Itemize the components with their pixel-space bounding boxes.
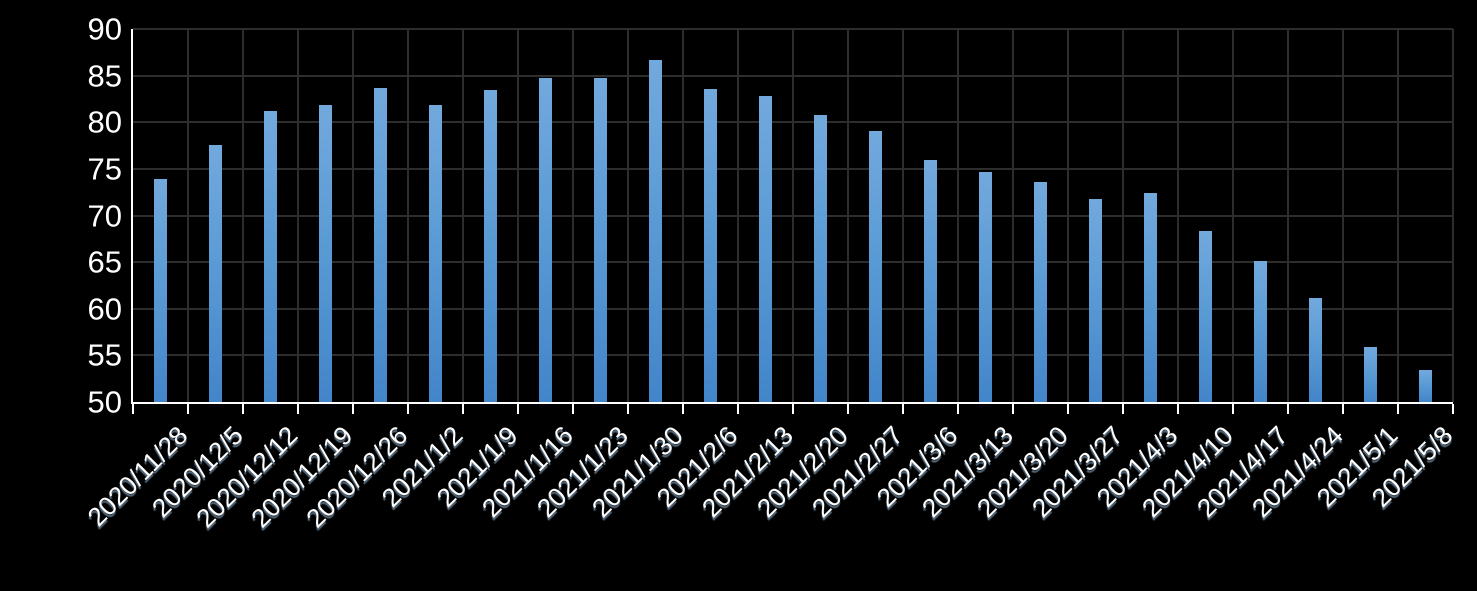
bar-2021-2-20[interactable] — [814, 114, 827, 402]
y-tick-label: 55 — [87, 337, 122, 373]
bar-2021-3-6[interactable] — [924, 160, 937, 402]
x-axis-tick — [517, 404, 519, 414]
bar-2021-1-9[interactable] — [484, 89, 497, 402]
x-axis-tick — [737, 404, 739, 414]
y-tick-label: 80 — [87, 104, 122, 140]
v-gridline — [242, 29, 244, 402]
y-tick-label: 70 — [87, 198, 122, 233]
y-axis-line — [131, 29, 133, 404]
bar-2021-1-23[interactable] — [594, 77, 607, 402]
x-axis-tick — [132, 404, 134, 414]
v-gridline — [957, 29, 959, 402]
y-tick-label: 65 — [87, 244, 122, 280]
v-gridline — [407, 29, 409, 402]
v-gridline — [572, 29, 574, 402]
v-gridline — [792, 29, 794, 402]
v-gridline — [627, 29, 629, 402]
v-gridline — [517, 29, 519, 402]
x-axis-tick — [1342, 404, 1344, 414]
bar-2021-3-27[interactable] — [1089, 198, 1102, 402]
x-axis-tick — [572, 404, 574, 414]
x-axis-tick — [682, 404, 684, 414]
y-tick-label: 50 — [87, 384, 122, 420]
v-gridline — [1067, 29, 1069, 402]
bar-2021-2-6[interactable] — [704, 88, 717, 402]
v-gridline — [462, 29, 464, 402]
bar-2021-5-8[interactable] — [1419, 370, 1432, 402]
y-tick-label: 85 — [87, 58, 122, 94]
x-axis-tick — [1287, 404, 1289, 414]
v-gridline — [297, 29, 299, 402]
x-axis-tick — [847, 404, 849, 414]
x-axis-tick — [792, 404, 794, 414]
bar-2021-4-24[interactable] — [1309, 297, 1322, 402]
v-gridline — [1397, 29, 1399, 402]
v-gridline — [1177, 29, 1179, 402]
v-gridline — [737, 29, 739, 402]
bar-2020-12-19[interactable] — [319, 104, 332, 402]
x-axis-tick — [1122, 404, 1124, 414]
bar-2021-2-13[interactable] — [759, 96, 772, 402]
bar-2021-1-30[interactable] — [649, 59, 662, 402]
x-axis-tick — [1012, 404, 1014, 414]
v-gridline — [1012, 29, 1014, 402]
bar-2020-12-12[interactable] — [264, 111, 277, 402]
v-gridline — [1452, 29, 1454, 402]
v-gridline — [1122, 29, 1124, 402]
v-gridline — [847, 29, 849, 402]
x-axis-tick — [187, 404, 189, 414]
x-axis-tick — [407, 404, 409, 414]
v-gridline — [352, 29, 354, 402]
x-axis-tick — [462, 404, 464, 414]
x-axis-tick — [352, 404, 354, 414]
x-axis-tick — [297, 404, 299, 414]
bar-2021-4-17[interactable] — [1254, 261, 1267, 402]
y-tick-label: 90 — [87, 11, 122, 47]
x-axis-tick — [1177, 404, 1179, 414]
bar-2021-1-2[interactable] — [429, 104, 442, 402]
bar-2021-3-20[interactable] — [1034, 181, 1047, 402]
y-tick-label: 60 — [87, 291, 122, 327]
x-axis-tick — [1452, 404, 1454, 414]
bar-2021-2-27[interactable] — [869, 130, 882, 402]
y-tick-label: 75 — [87, 151, 122, 187]
bar-2020-12-26[interactable] — [374, 87, 387, 402]
x-axis-tick — [1067, 404, 1069, 414]
v-gridline — [1342, 29, 1344, 402]
bar-2021-3-13[interactable] — [979, 171, 992, 402]
x-axis-tick — [957, 404, 959, 414]
v-gridline — [902, 29, 904, 402]
x-axis-tick — [627, 404, 629, 414]
plot-area — [133, 28, 1454, 402]
v-gridline — [682, 29, 684, 402]
x-axis-tick — [902, 404, 904, 414]
x-axis-line — [131, 402, 1453, 404]
x-axis-tick — [1397, 404, 1399, 414]
bar-2021-4-3[interactable] — [1144, 193, 1157, 402]
bar-2021-5-1[interactable] — [1364, 346, 1377, 402]
bar-2021-4-10[interactable] — [1199, 231, 1212, 402]
bar-2021-1-16[interactable] — [539, 77, 552, 402]
v-gridline — [187, 29, 189, 402]
bar-2020-12-5[interactable] — [209, 144, 222, 402]
x-axis-tick — [1232, 404, 1234, 414]
v-gridline — [1232, 29, 1234, 402]
x-axis-tick — [242, 404, 244, 414]
bar-2020-11-28[interactable] — [154, 179, 167, 402]
v-gridline — [1287, 29, 1289, 402]
